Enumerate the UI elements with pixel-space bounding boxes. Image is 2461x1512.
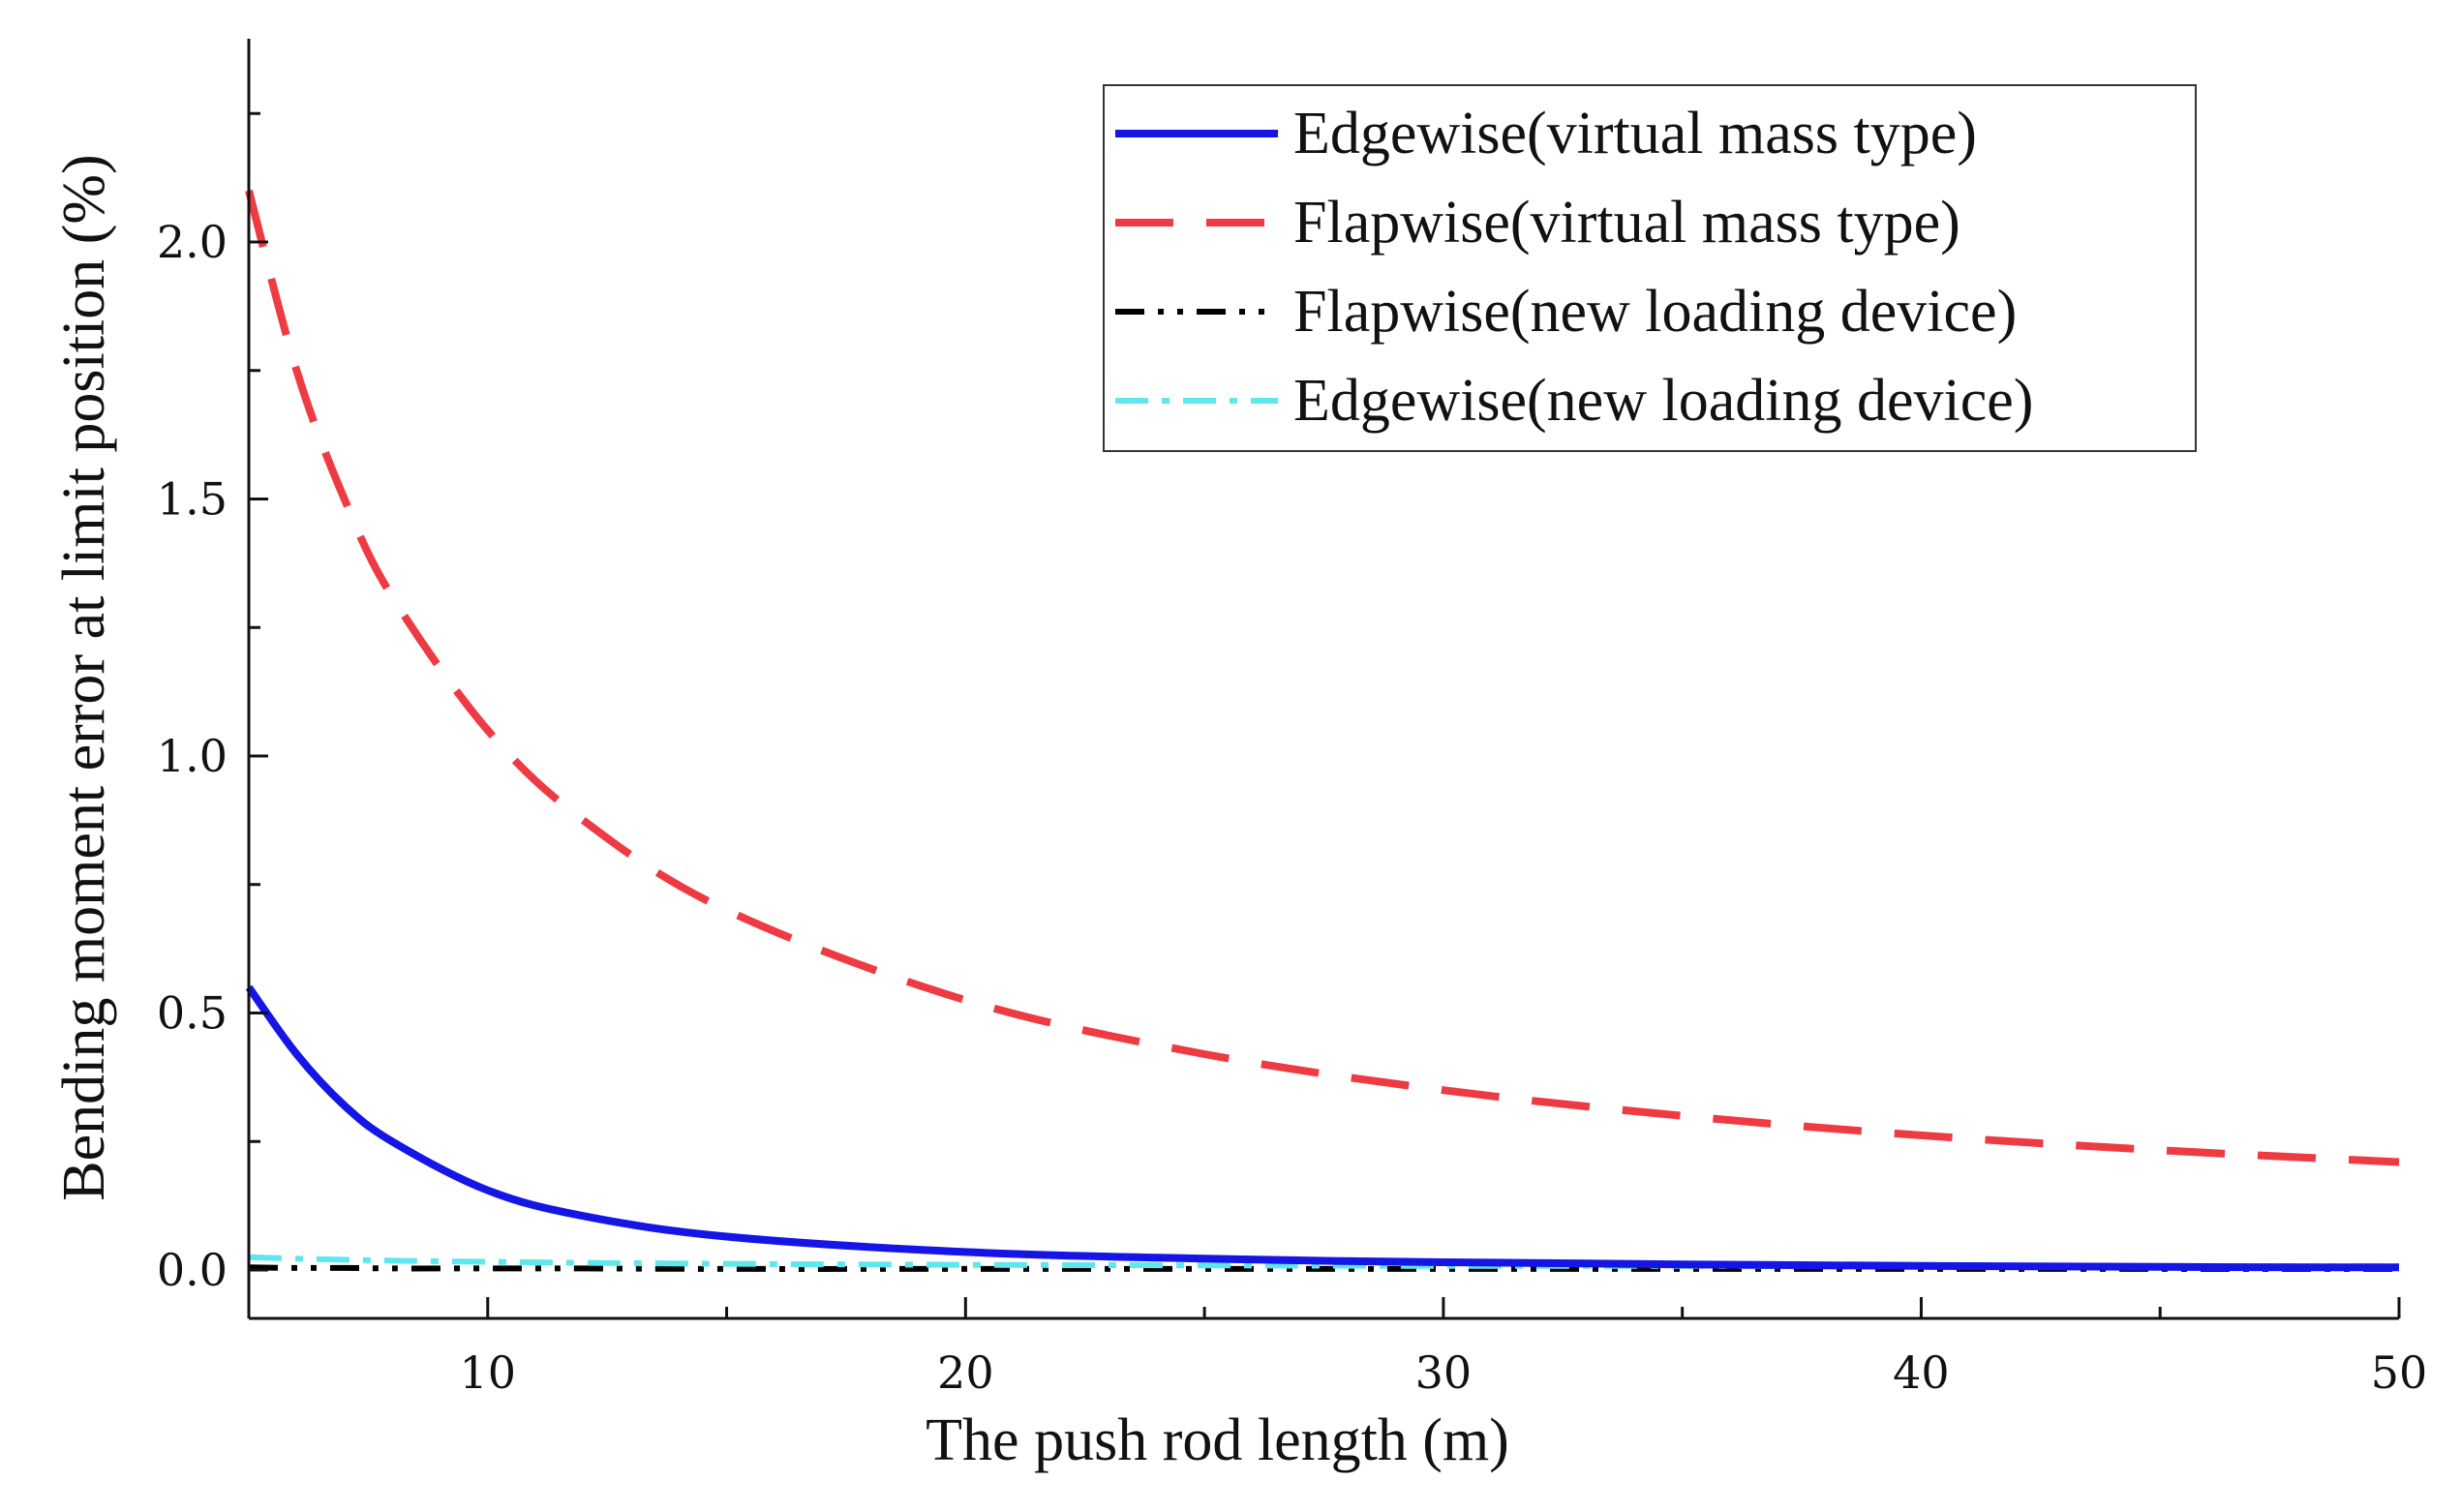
axes: 10 20 30 40 50 0.0 0.5 1.0 1.5 2.0	[157, 39, 2427, 1399]
y-axis-title: Bending moment error at limit position (…	[51, 154, 117, 1200]
series-line-2	[245, 189, 2400, 1166]
x-axis-title: The push rod length (m)	[926, 1407, 1509, 1473]
x-tick-label: 40	[1893, 1346, 1950, 1399]
y-tick-label: 0.5	[157, 987, 228, 1040]
legend-label-1: Edgewise(virtual mass type)	[1293, 101, 1977, 166]
y-tick-label: 1.5	[157, 473, 228, 526]
y-tick-label: 2.0	[157, 216, 228, 268]
x-tick-label: 20	[937, 1346, 994, 1399]
legend: Edgewise(virtual mass type) Flapwise(virt…	[1103, 84, 2197, 452]
series-line-1	[245, 984, 2400, 1272]
x-tick-label: 50	[2371, 1346, 2428, 1399]
legend-label-3: Flapwise(new loading device)	[1293, 279, 2017, 345]
y-tick-label: 0.0	[157, 1244, 228, 1296]
x-tick-label: 30	[1415, 1346, 1473, 1399]
legend-box	[1103, 84, 2197, 452]
x-tick-label: 10	[460, 1346, 517, 1399]
legend-label-2: Flapwise(virtual mass type)	[1293, 190, 1960, 256]
legend-label-4: Edgewise(new loading device)	[1293, 368, 2033, 434]
y-tick-label: 1.0	[157, 730, 228, 782]
series-layer	[245, 189, 2400, 1272]
